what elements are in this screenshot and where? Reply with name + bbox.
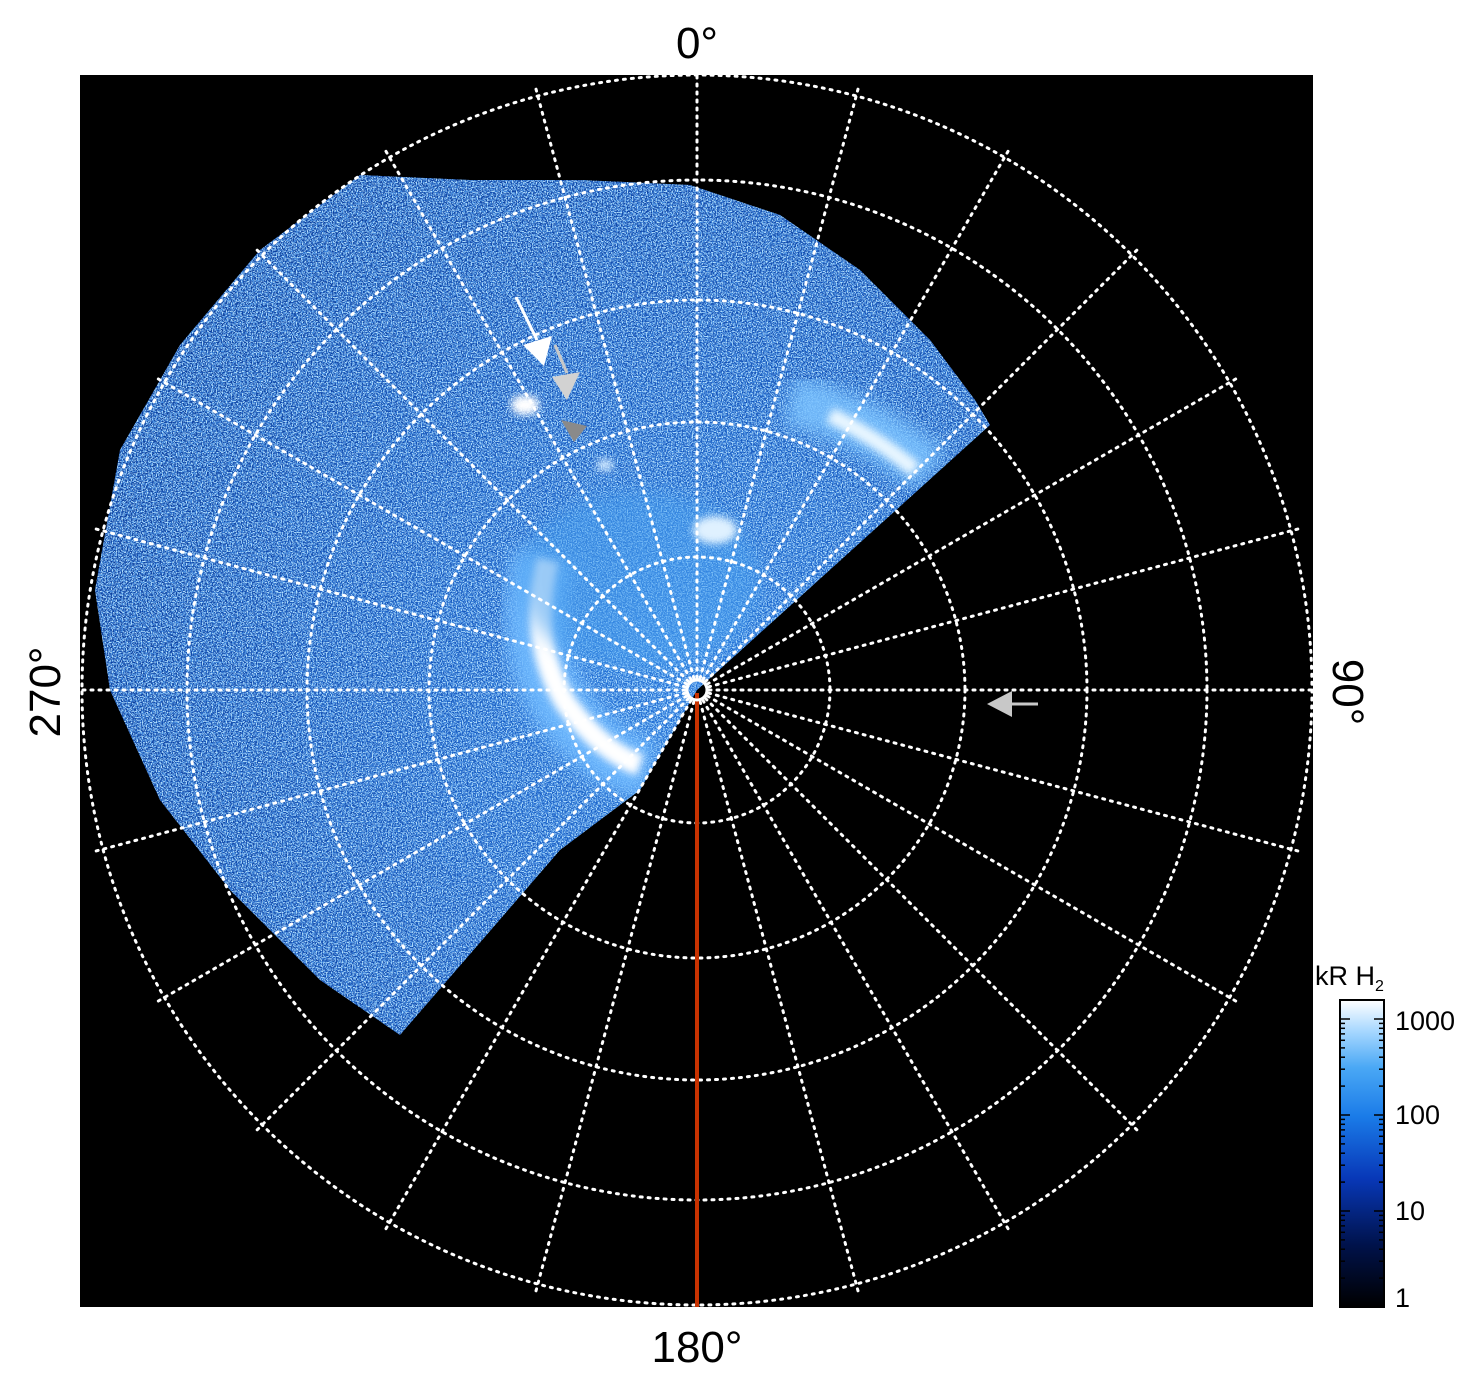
polar-grid — [80, 75, 1313, 1307]
grid-spoke — [698, 84, 861, 680]
grid-spoke — [91, 526, 687, 689]
grid-spoke — [383, 147, 693, 682]
grid-spoke — [91, 691, 687, 854]
grid-spoke — [707, 691, 1303, 854]
colorbar-tick-label: 100 — [1395, 1100, 1440, 1130]
grid-spoke — [701, 698, 1011, 1233]
label-90-deg: 90° — [1323, 659, 1372, 726]
grid-spoke — [703, 696, 1141, 1134]
annotation-arrow-dark-grey — [561, 420, 587, 442]
colorbar: kR H2 1000 100 10 1 — [1315, 961, 1455, 1313]
grid-spoke — [705, 694, 1240, 1004]
pole-marker — [685, 678, 709, 702]
annotation-arrow-white — [514, 296, 552, 366]
annotation-arrow-right-grey — [987, 691, 1038, 717]
colorbar-tick-label: 10 — [1395, 1196, 1425, 1226]
grid-spoke — [253, 696, 691, 1134]
grid-spoke — [533, 700, 696, 1296]
colorbar-ticks — [1340, 1018, 1384, 1308]
grid-spoke — [154, 694, 689, 1004]
grid-spoke — [533, 84, 696, 680]
grid-spoke — [707, 526, 1303, 689]
grid-spoke — [705, 376, 1240, 686]
label-180-deg: 180° — [651, 1323, 742, 1372]
grid-spoke — [154, 376, 689, 686]
colorbar-title: kR H2 — [1315, 961, 1384, 995]
colorbar-gradient — [1339, 999, 1385, 1308]
label-0-deg: 0° — [676, 19, 718, 68]
grid-spoke — [701, 147, 1011, 682]
colorbar-tick-label: 1000 — [1395, 1006, 1455, 1036]
grid-spoke — [383, 698, 693, 1233]
grid-spoke — [698, 700, 861, 1296]
grid-spoke — [703, 246, 1141, 684]
grid-spoke — [253, 246, 691, 684]
colorbar-tick-label: 1 — [1395, 1283, 1410, 1313]
annotation-arrow-light-grey — [552, 344, 580, 400]
label-270-deg: 270° — [21, 646, 70, 737]
